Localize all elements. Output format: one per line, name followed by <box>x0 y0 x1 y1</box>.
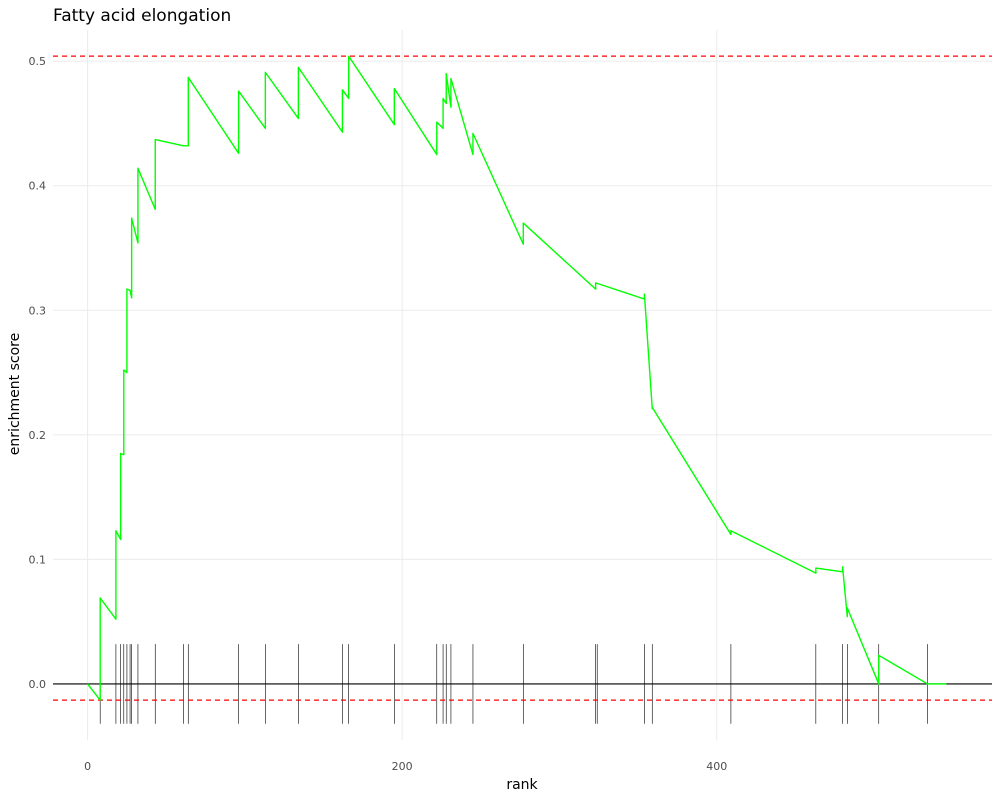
y-tick-label-2: 0.2 <box>29 429 47 442</box>
grid-lines <box>53 30 992 740</box>
x-axis-title: rank <box>506 777 538 793</box>
y-tick-label-5: 0.5 <box>29 55 47 68</box>
reference-lines <box>53 55 992 701</box>
x-tick-label-2: 400 <box>706 760 727 773</box>
x-tick-label-0: 0 <box>84 760 91 773</box>
x-tick-label-1: 200 <box>392 760 413 773</box>
series-line-0 <box>87 55 947 701</box>
y-axis-title: enrichment score <box>7 333 23 455</box>
y-tick-label-3: 0.3 <box>29 304 47 317</box>
series-layer <box>87 55 947 701</box>
tick-labels: 0 200 400 0.0 0.1 0.2 0.3 0.4 0.5 <box>29 55 728 773</box>
y-tick-label-0: 0.0 <box>29 678 47 691</box>
y-tick-label-1: 0.1 <box>29 553 47 566</box>
y-tick-label-4: 0.4 <box>29 180 47 193</box>
chart-title: Fatty acid elongation <box>53 6 231 26</box>
